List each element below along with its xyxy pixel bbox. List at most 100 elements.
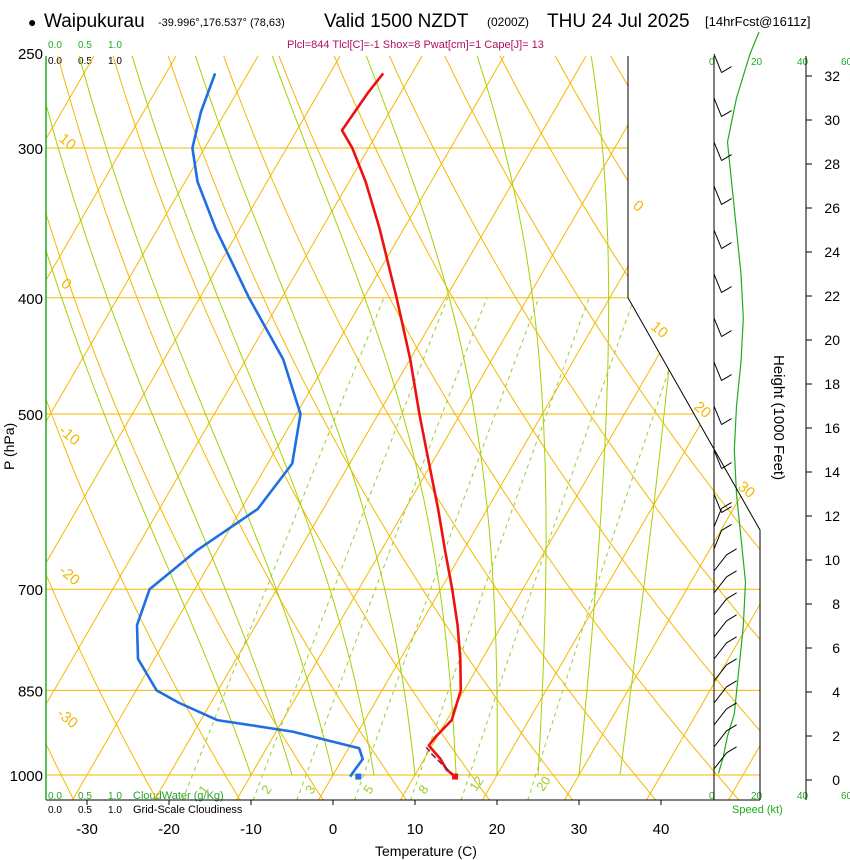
speed-tick: 20 — [751, 791, 763, 802]
pressure-label: 850 — [18, 683, 43, 700]
wind-barb — [713, 730, 728, 748]
wind-barb — [713, 620, 728, 638]
isotherm-line — [46, 56, 259, 800]
moist-adiabat-line — [124, 56, 375, 776]
dry-adiabat-line — [160, 56, 574, 800]
isotherm-line — [46, 56, 423, 800]
wind-barb — [713, 554, 728, 572]
moist-adiabat-line — [46, 56, 293, 776]
wind-barb-flag — [726, 658, 737, 666]
height-tick-label: 14 — [824, 464, 840, 480]
dry-adiabat-line — [214, 56, 657, 800]
wind-barb — [713, 664, 728, 682]
pressure-label: 1000 — [10, 768, 43, 785]
dry-adiabat-line — [432, 56, 760, 800]
wind-barb-flag — [726, 724, 737, 732]
height-tick-label: 2 — [832, 728, 840, 744]
temperature-surface-point — [452, 773, 459, 780]
wind-barb — [713, 405, 722, 425]
dry-adiabat-line — [378, 56, 760, 800]
height-tick-label: 28 — [824, 156, 840, 172]
cloudwater-tick: 0.0 — [48, 791, 62, 802]
wind-barb — [713, 598, 728, 616]
cloudwater-tick: 0.5 — [78, 40, 92, 51]
mixing-ratio-line — [460, 297, 635, 800]
wind-barb-flag — [721, 154, 732, 162]
temperature-line — [340, 72, 463, 778]
height-tick-label: 24 — [824, 244, 840, 260]
dry-adiabat-line — [46, 56, 241, 800]
wind-barb — [713, 361, 722, 381]
wind-barb-flag — [721, 330, 732, 338]
wind-barb-flag — [721, 501, 732, 509]
cloudiness-tick: 0.0 — [48, 56, 62, 67]
isotherm-line — [400, 56, 760, 800]
height-tick-label: 0 — [832, 772, 840, 788]
station-name: Waipukurau — [44, 11, 145, 32]
series-layer — [135, 72, 463, 780]
speed-scale-top: 0 20 40 60 — [709, 57, 850, 68]
cloudwater-tick: 0.0 — [48, 40, 62, 51]
speed-tick: 0 — [709, 791, 715, 802]
wind-barb-flag — [721, 198, 732, 206]
wind-barb-flag — [721, 462, 732, 470]
height-tick-label: 18 — [824, 376, 840, 392]
speed-scale-bottom: 0 20 40 60 Speed (kt) — [709, 791, 850, 816]
wind-barb-flag — [726, 570, 737, 578]
pressure-label: 300 — [18, 141, 43, 158]
sounding-parameters: Plcl=844 Tlcl[C]=-1 Shox=8 Pwat[cm]=1 Ca… — [287, 39, 544, 51]
x-tick-label: -30 — [76, 821, 98, 838]
speed-tick: 40 — [797, 57, 809, 68]
mixing-ratio-label: 12 — [466, 773, 487, 793]
wind-barb — [713, 508, 722, 528]
wind-barb — [713, 642, 728, 660]
wind-barb-flag — [726, 702, 737, 710]
moist-adiabat-line — [72, 56, 334, 776]
plot-frame — [627, 56, 761, 800]
speed-tick: 20 — [751, 57, 763, 68]
x-tick-label: 40 — [653, 821, 670, 838]
dewpoint-surface-point — [355, 773, 362, 780]
x-tick-label: 20 — [489, 821, 506, 838]
speed-tick: 40 — [797, 791, 809, 802]
dry-adiabat-line — [487, 56, 760, 800]
height-tick-label: 10 — [824, 552, 840, 568]
moist-adiabat-line — [356, 56, 498, 775]
moist-adiabat-line — [187, 56, 416, 776]
wind-barb — [713, 493, 722, 513]
pressure-label: 700 — [18, 582, 43, 599]
mixing-ratio-line — [296, 297, 488, 800]
wind-barb — [713, 752, 728, 770]
height-tick-label: 8 — [832, 596, 840, 612]
cloudiness-label: Grid-Scale Cloudiness — [133, 804, 243, 816]
speed-axis-label: Speed (kt) — [732, 804, 783, 816]
mixing-ratio-line — [527, 297, 695, 800]
wind-barb-flag — [721, 418, 732, 426]
dry-adiabat-line — [46, 56, 158, 800]
pressure-label: 250 — [18, 46, 43, 63]
mixing-ratio-line — [354, 297, 540, 800]
x-axis-title: Temperature (C) — [375, 843, 477, 859]
forecast-date: THU 24 Jul 2025 — [547, 11, 690, 32]
x-tick-label: -10 — [240, 821, 262, 838]
wind-barb-flag — [721, 506, 732, 514]
wind-barb — [713, 449, 722, 469]
cloudwater-tick: 0.5 — [78, 791, 92, 802]
wind-speed-line — [717, 31, 760, 774]
wind-barb-flag — [726, 548, 737, 556]
wind-barb-flag — [721, 374, 732, 382]
height-axis-title: Height (1000 Feet) — [770, 355, 787, 480]
cloudiness-tick: 0.5 — [78, 805, 92, 816]
x-tick-label: 0 — [329, 821, 337, 838]
parcel-path-line — [425, 746, 456, 778]
dry-adiabat-line — [323, 56, 760, 800]
height-tick-label: 16 — [824, 420, 840, 436]
wind-barb — [713, 576, 728, 594]
wind-barb — [713, 97, 722, 117]
isotherm-line — [72, 56, 505, 800]
station-marker-icon: ● — [28, 14, 36, 30]
isotherm-line — [236, 56, 669, 800]
cloudwater-tick: 1.0 — [108, 791, 122, 802]
valid-time: Valid 1500 NZDT — [324, 11, 469, 32]
wind-barb-flag — [721, 523, 732, 531]
